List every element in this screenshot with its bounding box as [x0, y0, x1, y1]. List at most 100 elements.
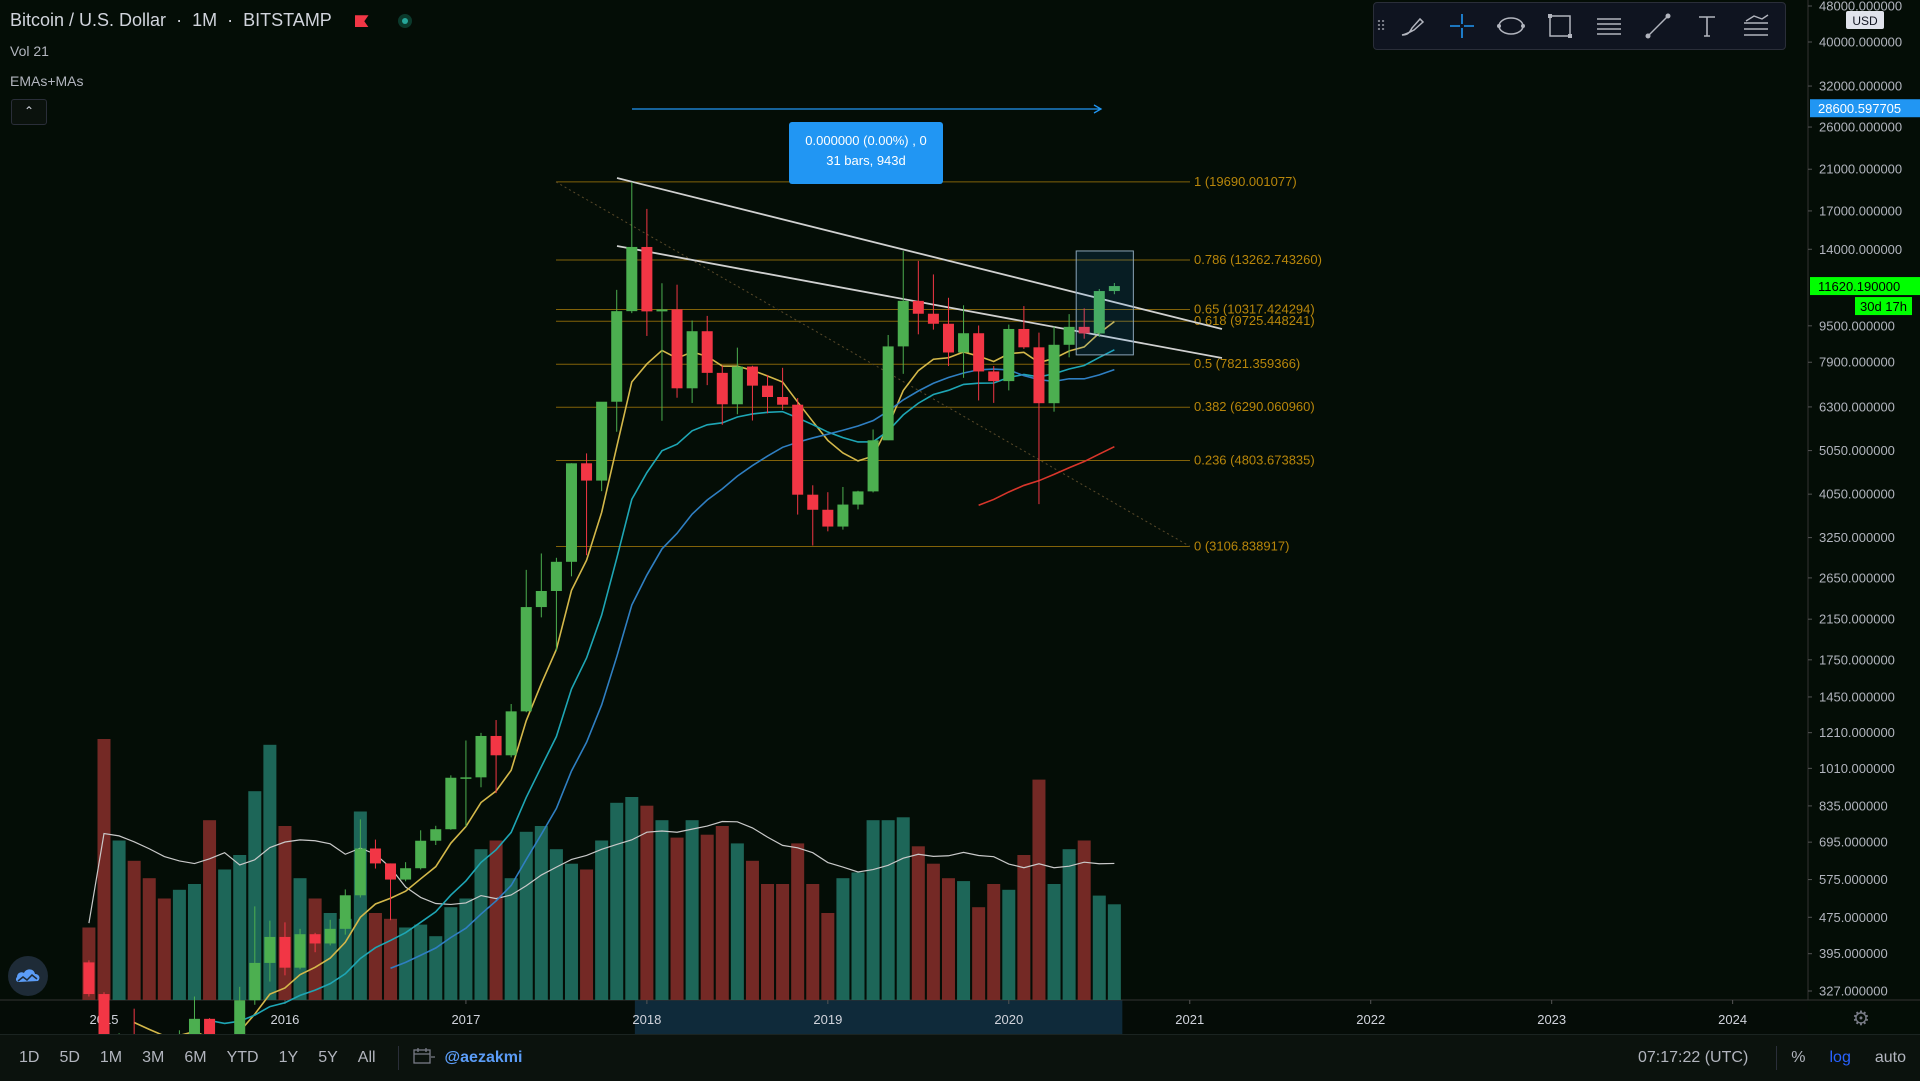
range-all-button[interactable]: All [357, 1049, 376, 1066]
candle-down [369, 848, 381, 864]
volume-bar [761, 884, 775, 1000]
chart-settings-gear-icon[interactable]: ⚙ [1852, 1008, 1870, 1030]
fib-level-label: 0 (3106.838917) [1194, 538, 1289, 553]
symbol-header[interactable]: Bitcoin / U.S. Dollar · 1M · BITSTAMP [10, 10, 412, 31]
measure-line-1: 0.000000 (0.00%) , 0 [805, 133, 927, 148]
candle-down [912, 300, 924, 314]
candle-down [641, 246, 653, 312]
price-tick-label: 475.000000 [1819, 910, 1888, 925]
parallel-lines-tool-button[interactable] [1584, 3, 1633, 49]
candle-up [415, 840, 427, 869]
time-tick-label: 2022 [1356, 1012, 1385, 1027]
fib-level-label: 0.65 (10317.424294) [1194, 302, 1315, 317]
range-5y-button[interactable]: 5Y [318, 1049, 338, 1066]
trend-line-tool-button[interactable] [1633, 3, 1682, 49]
flag-icon[interactable] [354, 15, 369, 28]
candle-up [1063, 326, 1075, 345]
candle-up [596, 401, 608, 481]
ema-fast-line [133, 320, 1115, 1034]
collapse-indicators-button[interactable]: ⌃ [11, 99, 47, 125]
interval-label[interactable]: 1M [192, 10, 218, 30]
candle-down [927, 313, 939, 324]
volume-bar [972, 907, 986, 1000]
volume-bar [444, 907, 458, 1000]
symbol-title[interactable]: Bitcoin / U.S. Dollar [10, 10, 167, 30]
range-6m-button[interactable]: 6M [184, 1049, 207, 1066]
highlight-rectangle [1075, 250, 1134, 356]
volume-bar [459, 898, 473, 1000]
fib-trend-dashed-line [555, 181, 1191, 547]
fib-level-label: 0.236 (4803.673835) [1194, 452, 1315, 467]
candle-down [746, 366, 758, 386]
price-tick-label: 14000.000000 [1819, 242, 1902, 257]
range-1m-button[interactable]: 1M [99, 1049, 123, 1066]
cloud-logo-icon [15, 969, 40, 982]
range-5d-button[interactable]: 5D [59, 1049, 80, 1066]
volume-bar [338, 918, 352, 1000]
candle-up [731, 366, 743, 405]
candle-up [339, 895, 351, 929]
last-price-badge-bg [1810, 277, 1920, 296]
range-1d-button[interactable]: 1D [19, 1049, 40, 1066]
auto-scale-toggle[interactable]: auto [1874, 1049, 1906, 1066]
volume-bar [218, 869, 232, 1000]
range-1y-button[interactable]: 1Y [278, 1049, 299, 1066]
measure-tooltip: 0.000000 (0.00%) , 0 31 bars, 943d [789, 122, 943, 184]
go-to-date-icon[interactable] [412, 1047, 435, 1070]
log-scale-toggle[interactable]: log [1829, 1049, 1851, 1066]
price-chart[interactable]: 48000.000000 40000.000000 32000.000000 2600… [0, 0, 1920, 1034]
range-3m-button[interactable]: 3M [142, 1049, 165, 1066]
candle-up [958, 333, 970, 353]
volume-indicator-label[interactable]: Vol 21 [10, 43, 49, 59]
candle-down [309, 934, 321, 944]
time-tick-label: 2021 [1175, 1012, 1204, 1027]
range-ytd-button[interactable]: YTD [226, 1049, 259, 1066]
countdown-badge: 30d 17h [1860, 299, 1907, 314]
volume-bar [821, 913, 835, 1000]
volume-bar [685, 820, 699, 1000]
price-tick-label: 5050.000000 [1819, 443, 1895, 458]
ellipse-tool-button[interactable] [1486, 3, 1535, 49]
candle-up [294, 934, 306, 968]
author-handle[interactable]: @aezakmi [444, 1049, 523, 1066]
watermark-logo [8, 956, 48, 996]
brush-tool-button[interactable] [1388, 3, 1437, 49]
time-tick-label: 2017 [451, 1012, 480, 1027]
volume-bar [836, 878, 850, 1000]
candle-up [550, 561, 562, 591]
price-tick-label: 575.000000 [1819, 872, 1888, 887]
crosshair-tool-button[interactable] [1437, 3, 1486, 49]
last-price-badge: 11620.190000 [1818, 279, 1900, 294]
candle-up [400, 868, 412, 880]
volume-bar [534, 826, 548, 1000]
candle-up [656, 309, 668, 312]
price-tick-label: 1750.000000 [1819, 652, 1895, 667]
candle-down [83, 962, 95, 995]
utc-clock[interactable]: 07:17:22 (UTC) [1638, 1049, 1749, 1066]
candle-up [1108, 286, 1120, 292]
price-tick-label: 1210.000000 [1819, 725, 1895, 740]
multi-line-icon [1743, 14, 1768, 36]
candle-down [385, 863, 397, 880]
candle-down [1078, 326, 1090, 334]
percent-scale-toggle[interactable]: % [1791, 1049, 1806, 1066]
ema-indicator-label[interactable]: EMAs+MAs [10, 73, 84, 89]
drag-handle-icon[interactable]: ⠿ [1375, 17, 1387, 34]
toolbar-divider [1776, 1046, 1778, 1070]
price-tick-label: 40000.000000 [1819, 34, 1902, 49]
price-tick-label: 9500.000000 [1819, 318, 1895, 333]
text-tool-button[interactable] [1682, 3, 1731, 49]
candle-down [777, 396, 789, 405]
candle-down [822, 509, 834, 527]
multi-line-tool-button[interactable] [1731, 3, 1780, 49]
volume-bar [957, 881, 971, 1000]
brush-icon [1401, 17, 1424, 36]
currency-badge-bg [1846, 11, 1884, 29]
bottom-toolbar: 1D 5D 1M 3M 6M YTD 1Y 5Y All @aezakmi 07… [0, 1034, 1920, 1081]
fib-level-label: 0.382 (6290.060960) [1194, 399, 1315, 414]
selected-time-range [634, 1000, 1123, 1034]
rectangle-tool-button[interactable] [1535, 3, 1584, 49]
volume-bar [881, 820, 895, 1000]
price-tick-label: 327.000000 [1819, 984, 1888, 999]
volume-bar [610, 802, 624, 1000]
